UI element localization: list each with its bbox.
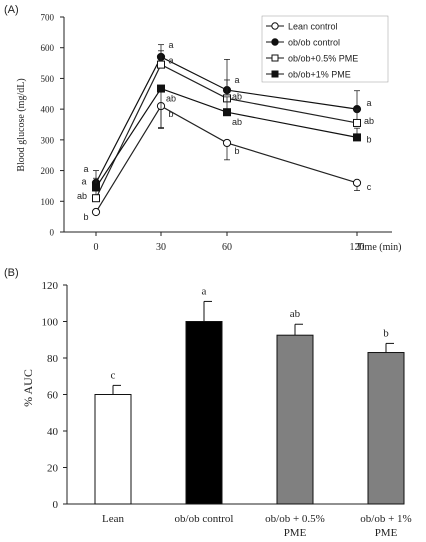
legend-marker: [271, 22, 279, 30]
significance-letter: b: [83, 212, 88, 222]
data-point: [353, 118, 361, 127]
category-label: ob/ob + 1%: [360, 513, 411, 525]
bar: [94, 394, 132, 505]
significance-letter: b: [383, 327, 389, 339]
legend-marker: [271, 38, 279, 46]
series-line-1: [95, 56, 358, 184]
data-point: [157, 84, 165, 93]
panel-b-y-tick-label: 0: [53, 499, 59, 511]
panel-a-y-tick-label: 500: [41, 74, 55, 84]
data-point: [223, 108, 231, 117]
significance-letter: ab: [290, 308, 301, 320]
legend-label: ob/ob+0.5% PME: [288, 54, 358, 64]
significance-letter: a: [83, 164, 88, 174]
data-point: [157, 60, 165, 69]
series-line-3: [95, 87, 358, 188]
category-label: Lean: [102, 513, 124, 525]
legend-marker: [271, 54, 279, 62]
panel-a-x-axis-label: Time (min): [356, 242, 401, 253]
significance-letter: a: [202, 285, 207, 297]
significance-letter: b: [168, 109, 173, 119]
panel-a-y-tick-label: 200: [41, 166, 55, 176]
panel-a-x-tick-label: 0: [94, 242, 99, 253]
panel-a-y-axis-label: Blood glucose (mg/dL): [16, 78, 27, 171]
significance-letter: a: [168, 40, 173, 50]
panel-a-legend: Lean control ob/ob control ob/ob+0.5% PME o…: [261, 15, 389, 83]
panel-b-label: (B): [4, 267, 19, 279]
data-point: [352, 178, 362, 187]
panel-a-y-tick-label: 300: [41, 135, 55, 145]
legend-marker: [271, 70, 279, 78]
category-label: PME: [375, 527, 398, 539]
significance-letter: ab: [166, 94, 176, 104]
category-label: ob/ob control: [175, 513, 234, 525]
significance-letter: a: [366, 98, 371, 108]
panel-a-y-tick-label: 700: [41, 13, 55, 23]
legend-label: Lean control: [288, 22, 338, 32]
bar: [185, 321, 223, 505]
data-point: [92, 183, 100, 192]
significance-letter: a: [234, 75, 239, 85]
category-label: ob/ob + 0.5%: [265, 513, 325, 525]
panel-b-y-tick-label: 100: [42, 317, 59, 329]
legend-label: ob/ob+1% PME: [288, 70, 351, 80]
series-line-0: [95, 105, 358, 213]
panel-a-x-tick-label: 60: [222, 242, 232, 253]
panel-b-plot: 0 20 40 60 80 100 120 c a ab b Lean ob/ob control ob/…: [42, 280, 412, 539]
panel-b-y-tick-label: 20: [47, 463, 59, 475]
significance-letter: ab: [364, 116, 374, 126]
significance-letter: b: [234, 146, 239, 156]
panel-a-y-tick-label: 100: [41, 197, 55, 207]
significance-letter: ab: [232, 117, 242, 127]
bar: [367, 352, 405, 505]
series-line-2: [95, 63, 358, 199]
panel-a-label: (A): [4, 4, 19, 16]
panel-b-y-tick-label: 60: [47, 390, 59, 402]
panel-a-y-tick-label: 400: [41, 105, 55, 115]
data-point: [222, 138, 232, 148]
panel-b-y-tick-label: 40: [47, 426, 59, 438]
panel-a-y-tick-label: 600: [41, 43, 55, 53]
significance-letter: b: [366, 134, 371, 144]
data-point: [353, 133, 361, 142]
legend-box: [261, 15, 389, 83]
legend-label: ob/ob control: [288, 38, 340, 48]
significance-letter: a: [81, 176, 86, 186]
category-label: PME: [284, 527, 307, 539]
panel-b-y-tick-label: 120: [42, 280, 59, 292]
panel-a-y-tick-label: 0: [50, 228, 55, 238]
panel-b-y-tick-label: 80: [47, 353, 59, 365]
panel-b-y-axis-label: % AUC: [21, 369, 35, 407]
bar: [276, 334, 314, 505]
data-point: [92, 194, 100, 203]
significance-letter: a: [168, 56, 173, 66]
panel-a-x-tick-label: 30: [156, 242, 166, 253]
data-point: [91, 207, 101, 217]
significance-letter: ab: [232, 91, 242, 101]
significance-letter: c: [111, 369, 116, 381]
panel-a-x-tick-label: 120: [350, 242, 365, 253]
significance-letter: ab: [77, 191, 87, 201]
significance-letter: c: [367, 182, 372, 192]
